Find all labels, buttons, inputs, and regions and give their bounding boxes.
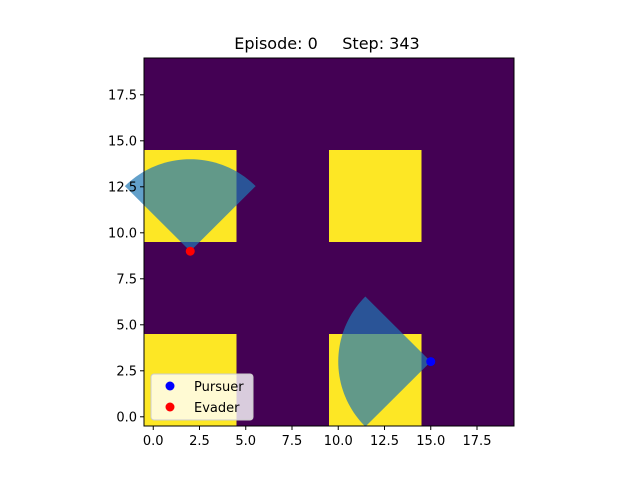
y-tick-label: 0.0	[116, 410, 137, 425]
pursuer-marker	[426, 357, 436, 367]
pursuer-vision-cone	[338, 296, 431, 427]
x-tick-label: 10.0	[324, 434, 353, 449]
y-tick-label: 17.5	[108, 88, 137, 103]
y-tick-label: 15.0	[108, 134, 137, 149]
y-tick-label: 2.5	[116, 364, 137, 379]
x-tick-label: 0.0	[143, 434, 164, 449]
agent-layer	[185, 246, 436, 367]
x-tick-label: 15.0	[416, 434, 445, 449]
pursuer-legend-label: Pursuer	[194, 380, 244, 395]
y-tick-label: 10.0	[108, 226, 137, 241]
y-tick-label: 7.5	[116, 272, 137, 287]
obstacle-block-2	[329, 150, 422, 242]
evader-vision-cone	[124, 159, 256, 252]
evader-marker	[185, 246, 195, 256]
vision-cone-layer	[124, 159, 431, 427]
pursuer-legend-marker	[165, 381, 175, 391]
legend-box	[150, 373, 254, 421]
x-tick-label: 7.5	[282, 434, 303, 449]
evader-legend-marker	[165, 402, 175, 412]
x-tick-label: 12.5	[370, 434, 399, 449]
x-axis-ticks: 0.0 2.5 5.0 7.5 10.0 12.5 15.0 17.5	[143, 426, 492, 449]
y-tick-label: 5.0	[116, 318, 137, 333]
evader-legend-label: Evader	[194, 401, 240, 416]
legend: Pursuer Evader	[150, 373, 254, 421]
axes-frame	[143, 57, 515, 427]
y-tick-label: 12.5	[108, 180, 137, 195]
x-tick-label: 17.5	[463, 434, 492, 449]
episode-title: Episode: 0	[234, 34, 318, 53]
x-tick-label: 5.0	[235, 434, 256, 449]
step-title: Step: 343	[342, 34, 419, 53]
y-axis-ticks: 0.0 2.5 5.0 7.5 10.0 12.5 15.0 17.5	[108, 88, 144, 425]
x-tick-label: 2.5	[189, 434, 210, 449]
